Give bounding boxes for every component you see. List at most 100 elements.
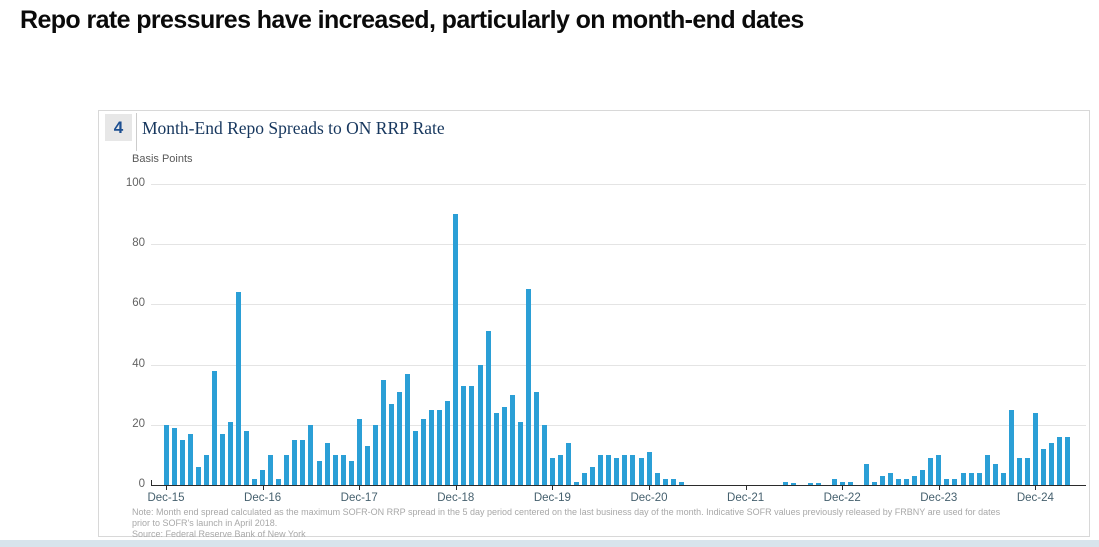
y-tick-label-80: 80 [132,237,145,250]
figure-note-line1: Note: Month end spread calculated as the… [132,507,1001,517]
bar [203,455,209,485]
bar [252,479,258,485]
bar [380,380,386,485]
x-axis-tick-Dec-16 [262,486,264,490]
x-axis-tick-Dec-22 [842,486,844,490]
bar [195,467,201,485]
figure-panel: 4 Month-End Repo Spreads to ON RRP Rate … [98,110,1090,539]
bar [646,452,652,485]
figure-title: Month-End Repo Spreads to ON RRP Rate [142,118,445,138]
y-axis-unit-label: Basis Points [132,153,193,165]
bar [1016,458,1022,485]
x-axis-tick-Dec-18 [455,486,457,490]
bar [590,467,596,485]
bar [477,365,483,485]
bar [1000,473,1006,485]
bar [300,440,306,485]
bar [171,428,177,485]
bar [920,470,926,485]
gridline-100 [151,184,1086,185]
bar [871,482,877,485]
bar [348,461,354,485]
y-tick-label-40: 40 [132,357,145,370]
bar [493,413,499,485]
bar [614,458,620,485]
bar [292,440,298,485]
bar [533,392,539,485]
bar [405,374,410,485]
bar [421,419,427,485]
bar [678,482,684,485]
bar [364,446,370,485]
x-tick-label-Dec-18: Dec-18 [437,492,475,504]
bar [316,461,322,485]
bar [453,214,459,485]
bar [662,479,668,485]
bar [888,473,893,485]
bar [815,483,821,485]
bar [880,476,885,485]
bar [670,479,676,485]
bar [332,455,338,485]
bar [308,425,314,485]
gridline-40 [151,364,1086,366]
bar [244,431,249,485]
x-axis-left-stub [151,480,152,485]
x-tick-label-Dec-20: Dec-20 [630,492,668,504]
bar [839,482,845,485]
bar [549,458,555,485]
bar [485,331,491,485]
bar [574,482,580,485]
bar [783,482,789,485]
bar [461,386,467,485]
bar [1008,410,1014,485]
bar [469,386,475,485]
bar [1024,458,1030,485]
bar [501,407,507,485]
bar [227,422,233,485]
bar [268,455,274,485]
bar [638,458,644,485]
bar [219,434,225,485]
page-title: Repo rate pressures have increased, part… [20,6,804,34]
bar [397,392,402,485]
x-tick-label-Dec-17: Dec-17 [340,492,378,504]
x-tick-label-Dec-24: Dec-24 [1016,492,1054,504]
bar [566,443,571,485]
x-axis-tick-Dec-15 [166,486,167,490]
x-tick-label-Dec-16: Dec-16 [244,492,282,504]
bar [622,455,628,485]
bar [630,455,636,485]
bar [1057,437,1063,485]
bar [558,455,563,485]
figure-source: Source: Federal Reserve Bank of New York [132,529,306,539]
bar [606,455,612,485]
bar [260,470,266,485]
bar [525,289,531,485]
bar [1049,443,1054,485]
bar [1065,437,1071,485]
x-axis-tick-Dec-17 [359,486,361,490]
x-axis-tick-Dec-24 [1035,486,1037,490]
bar [976,473,982,485]
bar [984,455,990,485]
y-tick-label-0: 0 [138,478,145,490]
x-axis-line [151,485,1086,486]
y-tick-label-20: 20 [132,417,145,430]
bar [960,473,966,485]
bar [912,476,918,485]
bar [372,425,378,485]
bar [904,479,910,485]
gridline-60 [151,304,1086,306]
bar [340,455,346,485]
x-tick-label-Dec-19: Dec-19 [533,492,571,504]
bar [1032,413,1038,485]
bar [324,443,330,485]
figure-note-line2: prior to SOFR's launch in April 2018. [132,518,278,528]
y-tick-label-100: 100 [125,177,145,189]
x-axis-tick-Dec-19 [552,486,554,490]
bar-chart-plot: 0 20 40 60 80 100 Dec-15 Dec-16 Dec-17 Dec-18 Dec-… [126,177,1086,504]
bar [936,455,942,485]
bar [831,479,837,485]
